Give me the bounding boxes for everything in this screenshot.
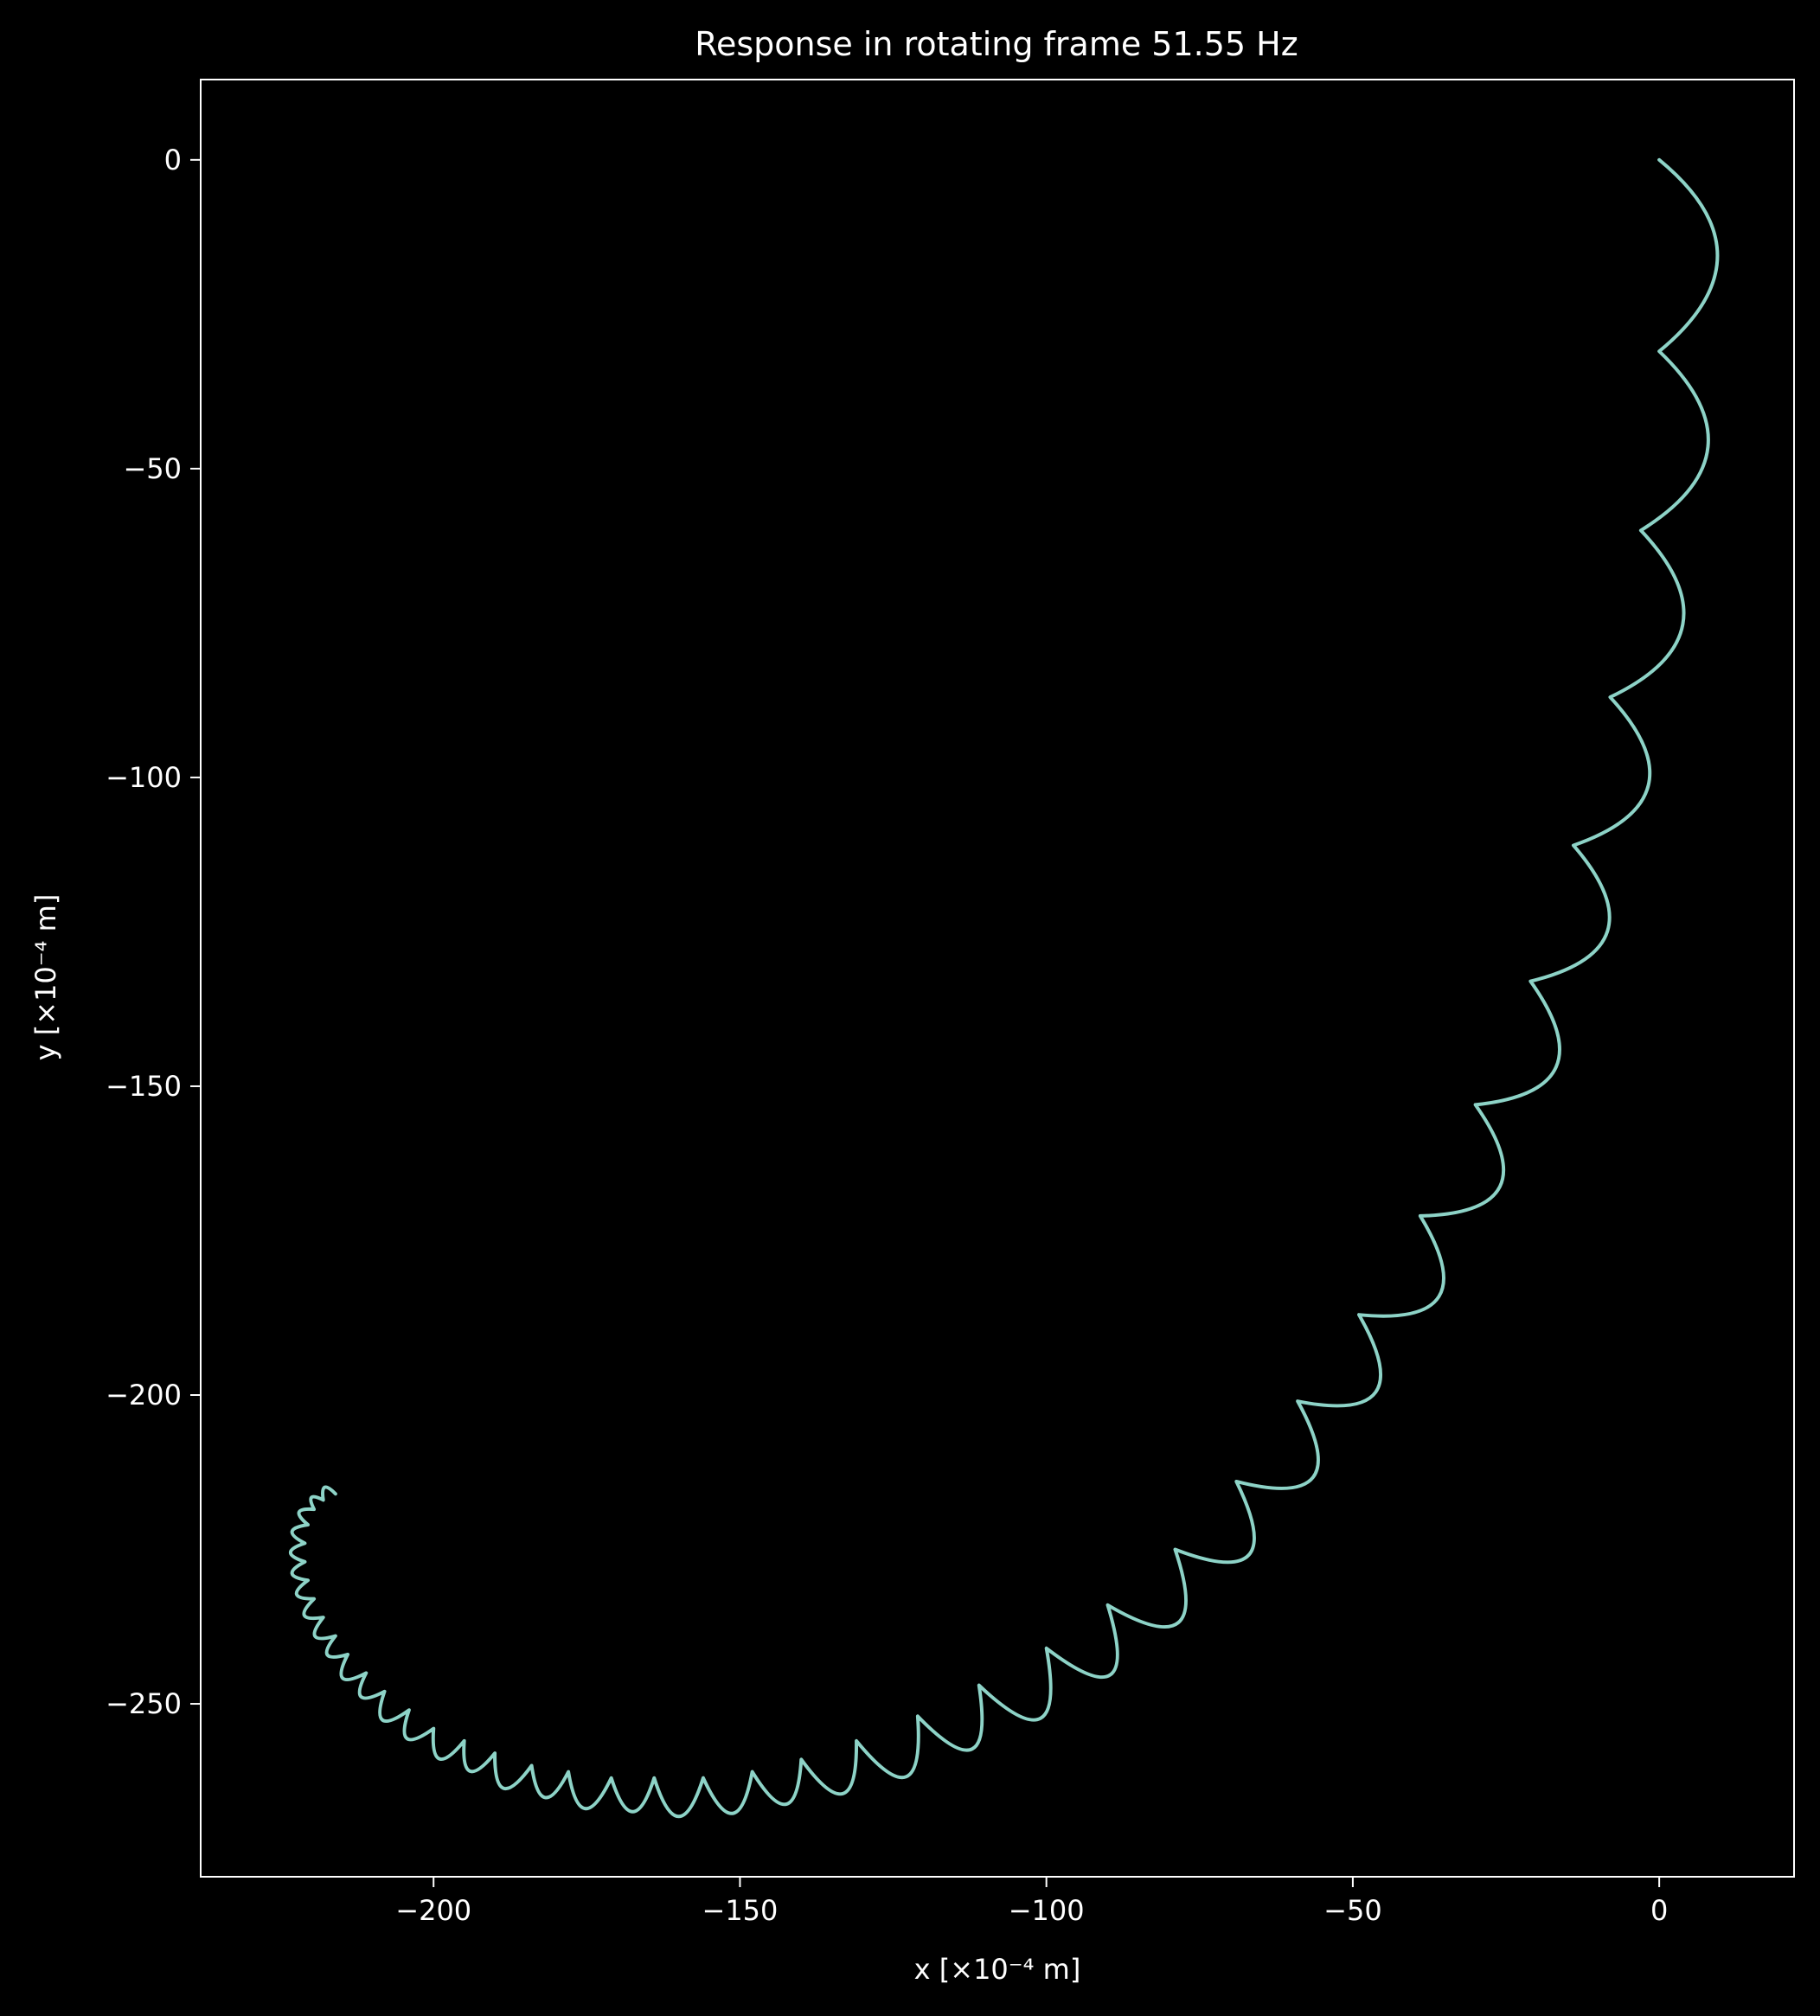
- y-tick-label: −150: [106, 1070, 182, 1103]
- x-tick-label: 0: [1650, 1894, 1668, 1927]
- y-tick-label: −100: [106, 761, 182, 794]
- y-tick-label: 0: [164, 144, 182, 176]
- x-tick-label: −200: [395, 1894, 471, 1927]
- x-tick-label: −150: [702, 1894, 779, 1927]
- x-axis-label: x [×10⁻⁴ m]: [914, 1953, 1081, 1986]
- chart-title: Response in rotating frame 51.55 Hz: [695, 25, 1298, 63]
- plot-area: [288, 157, 1720, 1819]
- y-tick-label: −50: [123, 452, 182, 485]
- plot-frame: [200, 79, 1795, 1878]
- y-axis: 0 −50 −100 −150 −200 −250: [106, 144, 201, 1720]
- y-axis-label: y [×10⁻⁴ m]: [29, 894, 62, 1061]
- x-tick-label: −100: [1009, 1894, 1085, 1927]
- response-trajectory-line: [288, 157, 1720, 1819]
- y-tick-label: −200: [106, 1379, 182, 1411]
- y-tick-label: −250: [106, 1687, 182, 1720]
- x-tick-label: −50: [1323, 1894, 1382, 1927]
- x-axis: −200 −150 −100 −50 0: [395, 1877, 1668, 1927]
